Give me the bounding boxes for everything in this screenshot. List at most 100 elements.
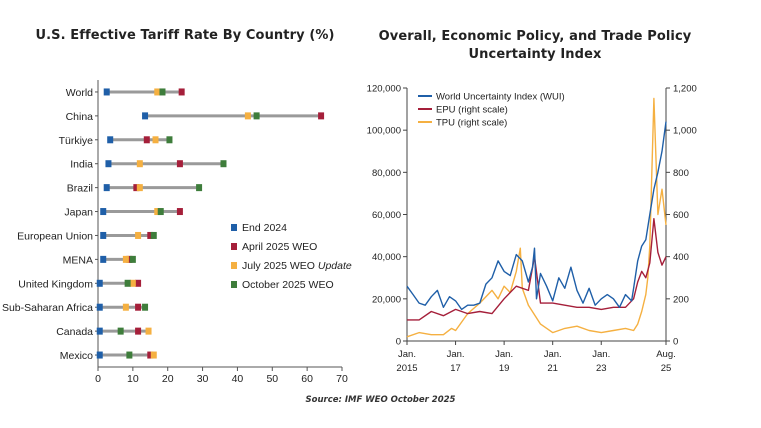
legend-swatch	[231, 243, 237, 250]
right-tick-label: 0	[673, 337, 678, 348]
x-tick-label-line2: 2015	[396, 363, 417, 374]
right-tick-label: 1,000	[673, 126, 697, 137]
x-tick-label: 0	[95, 373, 101, 385]
marker-october-2025-weo	[157, 208, 164, 216]
marker-july-2025-weo-update	[135, 231, 142, 239]
right-tick-label: 600	[673, 210, 689, 221]
legend-label: July 2025 WEO Update	[242, 260, 352, 272]
marker-october-2025-weo	[150, 231, 157, 239]
left-tick-label: 80,000	[372, 168, 401, 179]
marker-end-2024	[96, 327, 103, 335]
series-line-world	[406, 121, 667, 311]
marker-end-2024	[100, 231, 107, 239]
x-tick-label-line1: Jan.	[447, 349, 465, 360]
marker-april-2025-weo	[147, 351, 154, 359]
marker-end-2024	[142, 112, 149, 120]
x-tick-label: 30	[197, 373, 209, 385]
category-label: Sub-Saharan Africa	[2, 302, 93, 314]
x-tick-label-line2: 25	[661, 363, 672, 374]
marker-end-2024	[105, 160, 112, 168]
x-tick-label-line1: Jan.	[495, 349, 513, 360]
right-tick-label: 1,200	[673, 84, 697, 95]
marker-april-2025-weo	[147, 231, 154, 239]
marker-july-2025-weo-update	[150, 351, 157, 359]
left-tick-label: 100,000	[367, 126, 401, 137]
category-label: Brazil	[67, 183, 93, 195]
marker-end-2024	[103, 184, 110, 192]
source-note: Source: IMF WEO October 2025	[305, 395, 456, 405]
marker-october-2025-weo	[253, 112, 260, 120]
legend-label: EPU (right scale)	[436, 105, 508, 116]
x-tick-label-line2: 17	[450, 363, 461, 374]
marker-end-2024	[96, 351, 103, 359]
left-chart-title: U.S. Effective Tariff Rate By Country (%…	[35, 28, 335, 43]
right-tick-label: 400	[673, 252, 689, 263]
category-label: United Kingdom	[18, 278, 93, 290]
marker-july-2025-weo-update	[129, 279, 136, 287]
x-tick-label: 10	[127, 373, 139, 385]
marker-october-2025-weo	[196, 184, 203, 192]
category-label: Türkiye	[59, 135, 94, 147]
right-tick-label: 800	[673, 168, 689, 179]
marker-end-2024	[103, 88, 110, 96]
marker-july-2025-weo-update	[145, 327, 152, 335]
x-tick-label-line1: Jan.	[544, 349, 562, 360]
marker-october-2025-weo	[126, 351, 133, 359]
uncertainty-line-chart: 0 20,000 40,000 60,000 80,000 100,000 120,000 0…	[367, 84, 697, 375]
marker-july-2025-weo-update	[152, 136, 159, 144]
legend-swatch	[231, 262, 237, 269]
marker-end-2024	[96, 279, 103, 287]
marker-october-2025-weo	[117, 327, 124, 335]
category-label: Mexico	[60, 350, 93, 362]
left-tick-label: 20,000	[372, 294, 401, 305]
x-tick-label: 20	[162, 373, 174, 385]
marker-october-2025-weo	[159, 88, 166, 96]
category-label: India	[70, 159, 93, 171]
marker-april-2025-weo	[176, 160, 183, 168]
category-label: China	[66, 111, 94, 123]
series-line-epu	[407, 217, 667, 321]
left-tick-label: 0	[396, 337, 401, 348]
legend-swatch	[231, 224, 237, 231]
x-tick-label: 70	[336, 373, 348, 385]
marker-end-2024	[100, 255, 107, 263]
legend-label: October 2025 WEO	[242, 279, 334, 291]
x-tick-label-line1: Aug.	[656, 349, 676, 360]
legend-label: World Uncertainty Index (WUI)	[436, 92, 565, 103]
marker-end-2024	[100, 208, 107, 216]
x-tick-label: 60	[301, 373, 313, 385]
x-tick-label-line2: 19	[499, 363, 510, 374]
right-chart-title: Overall, Economic Policy, and Trade Poli…	[378, 29, 692, 62]
marker-october-2025-weo	[220, 160, 227, 168]
marker-april-2025-weo	[126, 255, 133, 263]
legend-label: April 2025 WEO	[242, 241, 317, 253]
marker-april-2025-weo	[135, 303, 142, 311]
category-label: World	[66, 87, 93, 99]
marker-april-2025-weo	[135, 327, 142, 335]
marker-july-2025-weo-update	[244, 112, 251, 120]
marker-end-2024	[107, 136, 114, 144]
marker-end-2024	[96, 303, 103, 311]
legend-label: End 2024	[242, 222, 287, 234]
left-tick-label: 60,000	[372, 210, 401, 221]
marker-april-2025-weo	[318, 112, 325, 120]
marker-april-2025-weo	[176, 208, 183, 216]
legend-swatch	[231, 281, 237, 288]
marker-october-2025-weo	[166, 136, 173, 144]
category-label: MENA	[63, 254, 93, 266]
category-label: European Union	[17, 230, 93, 242]
marker-july-2025-weo-update	[122, 255, 129, 263]
tariff-dot-range-chart: 0 10 20 30 40 50 60 70 World China Türkiye India Bra…	[2, 80, 352, 385]
x-tick-label: 50	[266, 373, 278, 385]
marker-october-2025-weo	[142, 303, 149, 311]
marker-april-2025-weo	[135, 279, 142, 287]
left-tick-label: 120,000	[367, 84, 401, 95]
marker-october-2025-weo	[129, 255, 136, 263]
marker-july-2025-weo-update	[122, 303, 129, 311]
legend-label: TPU (right scale)	[436, 118, 507, 129]
x-tick-label-line2: 23	[596, 363, 607, 374]
marker-july-2025-weo-update	[154, 208, 161, 216]
series-line-tpu	[406, 97, 667, 338]
marker-october-2025-weo	[124, 279, 131, 287]
